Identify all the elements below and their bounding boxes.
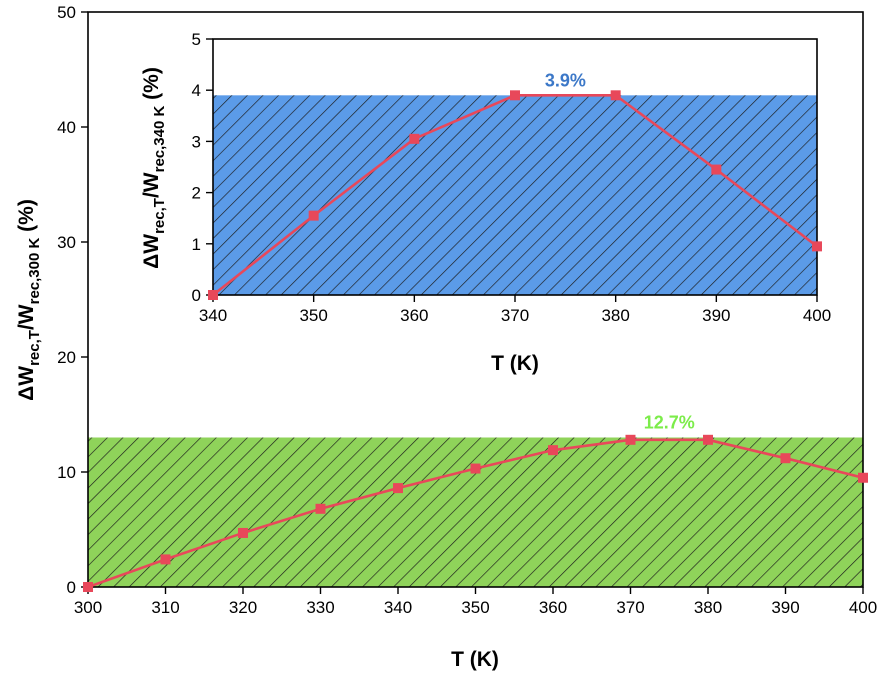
main-x-tick-label: 370 <box>616 598 644 617</box>
inset-x-tick-label: 400 <box>803 306 831 325</box>
main-y-tick-label: 20 <box>57 348 76 367</box>
main-ticks: 300 310 320 330 340 350 360 370 380 390 4000102030… <box>57 3 877 617</box>
inset-plot-frame <box>212 38 818 296</box>
main-data-point <box>83 582 93 592</box>
inset-data-point <box>510 90 520 101</box>
main-hatch-overlay <box>88 437 863 587</box>
inset-data-point <box>711 164 722 175</box>
inset-shade-group <box>213 95 817 295</box>
main-x-tick-label: 300 <box>74 598 102 617</box>
inset-x-tick-label: 360 <box>400 306 428 325</box>
main-x-tick-label: 400 <box>849 598 877 617</box>
main-y-tick-label: 50 <box>57 3 76 22</box>
main-data-point <box>858 472 868 483</box>
main-y-tick-label: 30 <box>57 233 76 252</box>
main-markers <box>83 434 868 592</box>
inset-data-point <box>812 241 822 252</box>
main-x-tick-label: 390 <box>771 598 799 617</box>
inset-chart: 340 350 360 370 380 390 400 0 1 2 3 4 5 3.9% T (K) Δ… <box>140 30 831 375</box>
inset-x-tick-label: 380 <box>601 306 629 325</box>
inset-peak-label: 3.9% <box>545 70 586 90</box>
inset-markers <box>208 90 822 300</box>
main-data-point <box>470 463 481 474</box>
main-shade-group <box>88 437 863 587</box>
inset-y-tick-label: 3 <box>192 132 201 151</box>
inset-data-point <box>208 290 218 300</box>
inset-y-tick-label: 4 <box>192 81 201 100</box>
main-x-tick-label: 330 <box>306 598 334 617</box>
main-y-tick-label: 40 <box>57 118 76 137</box>
main-y-tick-label: 0 <box>67 578 76 597</box>
inset-y-tick-label: 1 <box>192 235 201 254</box>
inset-y-tick-label: 0 <box>192 286 201 305</box>
main-x-tick-label: 340 <box>384 598 412 617</box>
main-data-point <box>160 554 171 565</box>
main-x-tick-label: 320 <box>229 598 257 617</box>
main-peak-label: 12.7% <box>644 413 695 433</box>
inset-x-axis-title: T (K) <box>491 352 539 375</box>
inset-data-point <box>409 133 420 144</box>
main-x-axis-title: T (K) <box>451 648 499 671</box>
main-x-tick-label: 350 <box>461 598 489 617</box>
main-y-tick-label: 10 <box>57 463 76 482</box>
main-y-axis-title: ΔWrec,T/Wrec,300 K (%) <box>15 199 43 401</box>
main-x-tick-label: 310 <box>151 598 179 617</box>
main-data-point <box>548 445 558 456</box>
main-data-point <box>625 434 636 445</box>
main-x-tick-label: 380 <box>694 598 722 617</box>
inset-ticks: 340 350 360 370 380 390 400 0 1 2 3 4 5 <box>192 30 832 325</box>
inset-hatch-overlay <box>213 95 817 295</box>
main-x-tick-label: 360 <box>539 598 567 617</box>
inset-x-tick-label: 350 <box>299 306 327 325</box>
main-data-point <box>238 527 248 538</box>
inset-data-point <box>308 210 319 221</box>
main-data-point <box>315 503 326 514</box>
main-data-point <box>780 453 791 464</box>
inset-x-tick-label: 340 <box>199 306 227 325</box>
main-data-point <box>393 483 403 494</box>
inset-y-tick-label: 2 <box>192 184 201 203</box>
inset-y-tick-label: 5 <box>192 30 201 49</box>
inset-data-point <box>610 90 621 101</box>
inset-y-axis-title: ΔWrec,T/Wrec,340 K (%) <box>140 67 168 269</box>
inset-x-tick-label: 370 <box>501 306 529 325</box>
main-data-point <box>703 434 713 445</box>
inset-x-tick-label: 390 <box>702 306 730 325</box>
main-plot-frame <box>87 11 864 588</box>
